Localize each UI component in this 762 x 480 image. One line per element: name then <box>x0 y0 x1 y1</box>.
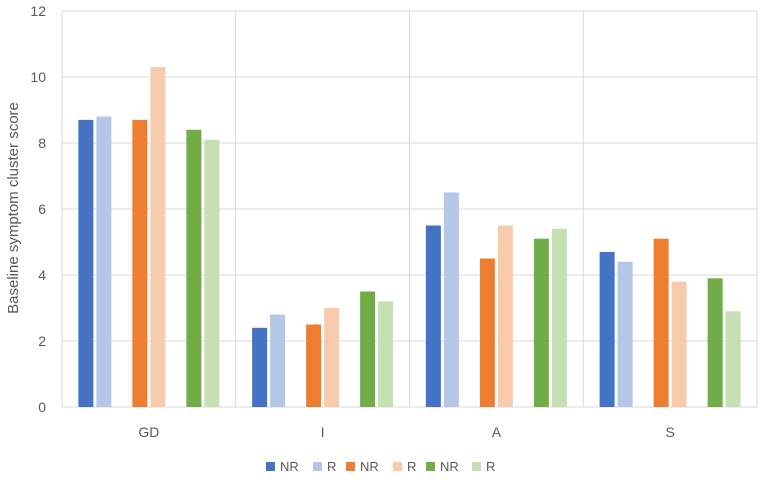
legend-swatch <box>426 462 435 471</box>
bar-A-R-5 <box>551 228 567 407</box>
legend-swatch <box>266 462 275 471</box>
bar-S-R-3 <box>671 281 687 407</box>
legend-swatch <box>393 462 402 471</box>
bar-GD-NR-0 <box>78 119 94 408</box>
bar-S-NR-0 <box>599 251 615 407</box>
bar-I-NR-4 <box>360 291 376 407</box>
bar-GD-R-5 <box>204 139 220 407</box>
x-tick-label: GD <box>138 424 159 440</box>
gridlines <box>61 10 758 408</box>
legend-label: R <box>327 459 336 474</box>
bar-I-NR-2 <box>306 324 322 407</box>
x-tick-label: A <box>492 424 502 440</box>
y-tick-label: 8 <box>38 135 46 151</box>
x-axis: GD I A S <box>138 424 674 440</box>
legend-swatch <box>346 462 355 471</box>
bar-I-R-1 <box>270 314 286 407</box>
bar-GD-NR-2 <box>132 119 148 408</box>
y-tick-label: 12 <box>30 3 46 19</box>
bar-GD-R-3 <box>150 67 166 407</box>
legend-swatch <box>472 462 481 471</box>
bar-GD-R-1 <box>96 116 112 407</box>
bar-S-R-1 <box>617 261 633 407</box>
bar-S-R-5 <box>725 311 741 407</box>
x-tick-label: S <box>665 424 674 440</box>
legend-label: NR <box>440 459 459 474</box>
legend-label: NR <box>280 459 299 474</box>
bar-A-R-1 <box>443 192 459 407</box>
y-tick-label: 10 <box>30 69 46 85</box>
legend-swatch <box>313 462 322 471</box>
y-axis: 0 2 4 6 8 10 12 <box>30 3 46 415</box>
y-tick-label: 6 <box>38 201 46 217</box>
y-tick-label: 4 <box>38 267 46 283</box>
y-tick-label: 2 <box>38 333 46 349</box>
y-axis-label: Baseline symptom cluster score <box>5 102 22 314</box>
bar-A-NR-0 <box>425 225 441 407</box>
bars <box>78 67 741 408</box>
legend-label: R <box>407 459 416 474</box>
legend-label: NR <box>360 459 379 474</box>
bar-S-NR-4 <box>707 278 723 407</box>
bar-A-NR-2 <box>479 258 495 407</box>
bar-I-R-5 <box>378 301 394 407</box>
x-tick-label: I <box>321 424 325 440</box>
legend-label: R <box>486 459 495 474</box>
bar-A-R-3 <box>497 225 513 407</box>
bar-A-NR-4 <box>533 238 549 407</box>
bar-I-R-3 <box>324 308 340 407</box>
bar-GD-NR-4 <box>186 129 202 408</box>
bar-I-NR-0 <box>252 327 268 407</box>
legend: NR R NR R NR R <box>266 459 495 474</box>
bar-S-NR-2 <box>653 238 669 407</box>
y-tick-label: 0 <box>38 399 46 415</box>
